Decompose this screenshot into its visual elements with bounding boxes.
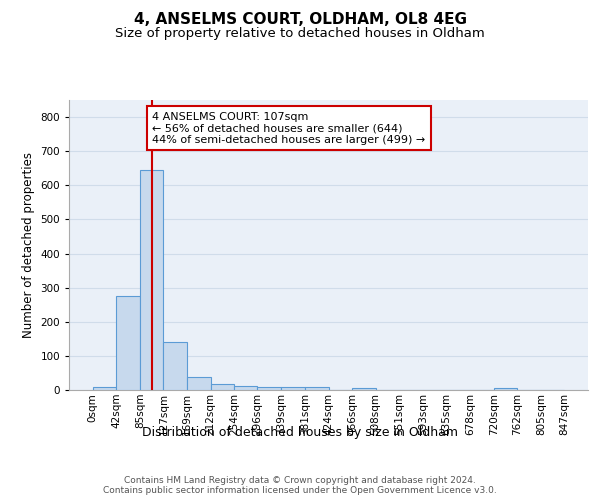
Bar <box>163 342 187 390</box>
Bar <box>234 386 257 390</box>
Text: Distribution of detached houses by size in Oldham: Distribution of detached houses by size … <box>142 426 458 439</box>
Bar <box>281 386 305 390</box>
Bar <box>257 386 281 390</box>
Text: 4 ANSELMS COURT: 107sqm
← 56% of detached houses are smaller (644)
44% of semi-d: 4 ANSELMS COURT: 107sqm ← 56% of detache… <box>152 112 425 145</box>
Bar <box>494 388 517 390</box>
Text: Contains HM Land Registry data © Crown copyright and database right 2024.
Contai: Contains HM Land Registry data © Crown c… <box>103 476 497 495</box>
Text: 4, ANSELMS COURT, OLDHAM, OL8 4EG: 4, ANSELMS COURT, OLDHAM, OL8 4EG <box>133 12 467 28</box>
Bar <box>211 384 234 390</box>
Bar <box>352 388 376 390</box>
Bar <box>187 378 211 390</box>
Y-axis label: Number of detached properties: Number of detached properties <box>22 152 35 338</box>
Bar <box>116 296 140 390</box>
Bar <box>140 170 163 390</box>
Bar <box>92 388 116 390</box>
Text: Size of property relative to detached houses in Oldham: Size of property relative to detached ho… <box>115 28 485 40</box>
Bar <box>305 388 329 390</box>
